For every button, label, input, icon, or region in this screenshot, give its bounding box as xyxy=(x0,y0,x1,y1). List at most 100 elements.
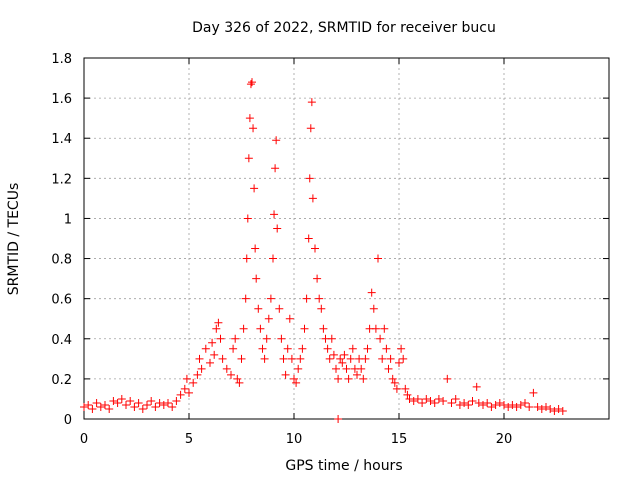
data-point xyxy=(378,354,387,363)
data-point xyxy=(332,364,340,373)
data-point xyxy=(487,402,496,411)
data-point xyxy=(374,254,382,263)
data-point xyxy=(315,294,324,303)
data-point xyxy=(134,398,143,407)
data-point xyxy=(319,324,328,333)
y-tick-label: 1.2 xyxy=(51,172,72,187)
data-point xyxy=(239,324,248,333)
data-point xyxy=(334,374,343,383)
data-point xyxy=(390,378,399,387)
plot-area xyxy=(83,57,610,420)
data-point xyxy=(262,334,271,343)
data-point xyxy=(294,364,303,373)
data-point xyxy=(403,390,412,399)
y-tick-label: 0.4 xyxy=(51,333,72,348)
data-point xyxy=(508,400,517,409)
data-point xyxy=(542,402,550,411)
data-point xyxy=(323,344,332,353)
data-point xyxy=(155,398,164,407)
data-point xyxy=(426,396,435,405)
data-point xyxy=(443,374,452,383)
data-point xyxy=(201,344,210,353)
data-point xyxy=(168,402,177,411)
data-point xyxy=(468,396,477,405)
data-point xyxy=(285,314,294,323)
data-point xyxy=(258,344,267,353)
data-point xyxy=(159,400,168,409)
data-point xyxy=(122,400,130,409)
data-point xyxy=(353,370,361,379)
data-point xyxy=(504,402,513,411)
y-tick-label: 0.6 xyxy=(51,293,72,308)
y-tick-label: 1.4 xyxy=(51,132,72,147)
data-point xyxy=(245,114,254,123)
data-point xyxy=(422,394,431,403)
data-point xyxy=(266,294,275,303)
data-point xyxy=(380,324,389,333)
data-point xyxy=(334,415,343,423)
data-point xyxy=(550,406,559,415)
data-point xyxy=(460,398,469,407)
data-point xyxy=(84,400,93,409)
data-point xyxy=(405,394,414,403)
grid xyxy=(84,58,609,419)
data-point xyxy=(229,344,238,353)
data-point xyxy=(491,400,500,409)
data-point xyxy=(455,400,464,409)
data-point xyxy=(172,396,181,405)
data-point xyxy=(342,364,351,373)
data-point xyxy=(251,244,260,253)
data-point xyxy=(182,374,191,383)
data-point xyxy=(101,400,109,409)
data-point xyxy=(388,374,397,383)
data-point xyxy=(313,274,322,283)
data-point xyxy=(222,364,231,373)
data-point xyxy=(96,402,105,411)
data-point xyxy=(359,374,368,383)
y-axis-label: SRMTID / TECUs xyxy=(6,183,22,296)
data-point xyxy=(281,370,290,379)
data-point xyxy=(233,374,242,383)
data-point xyxy=(105,404,114,413)
data-point xyxy=(382,344,391,353)
data-point xyxy=(546,404,555,413)
data-point xyxy=(533,402,542,411)
data-point xyxy=(256,324,265,333)
data-point xyxy=(279,354,288,363)
data-point xyxy=(307,98,316,107)
data-point xyxy=(210,350,219,359)
data-point xyxy=(88,404,97,413)
data-point xyxy=(264,314,273,323)
data-point xyxy=(537,404,546,413)
data-point xyxy=(348,344,357,353)
data-point xyxy=(195,354,204,363)
data-point xyxy=(308,194,317,203)
data-point xyxy=(185,388,193,397)
data-point xyxy=(235,378,244,387)
data-point xyxy=(164,398,172,407)
data-point xyxy=(384,364,393,373)
data-point xyxy=(189,378,198,387)
data-point xyxy=(516,400,525,409)
data-point xyxy=(302,294,311,303)
data-point xyxy=(130,402,139,411)
data-point xyxy=(237,354,246,363)
data-point xyxy=(138,404,147,413)
data-point xyxy=(401,384,410,393)
data-point xyxy=(147,396,156,405)
data-point xyxy=(214,318,223,327)
data-point xyxy=(558,406,567,415)
data-point xyxy=(325,354,334,363)
data-point xyxy=(311,244,319,253)
data-point xyxy=(464,400,473,409)
data-point xyxy=(395,358,403,367)
data-point xyxy=(500,400,508,409)
data-point xyxy=(306,124,315,133)
data-point xyxy=(180,384,189,393)
data-point xyxy=(277,334,286,343)
data-point xyxy=(216,334,225,343)
x-tick-label: 10 xyxy=(286,432,303,447)
y-tick-label: 1 xyxy=(64,212,72,227)
data-point xyxy=(525,402,534,411)
